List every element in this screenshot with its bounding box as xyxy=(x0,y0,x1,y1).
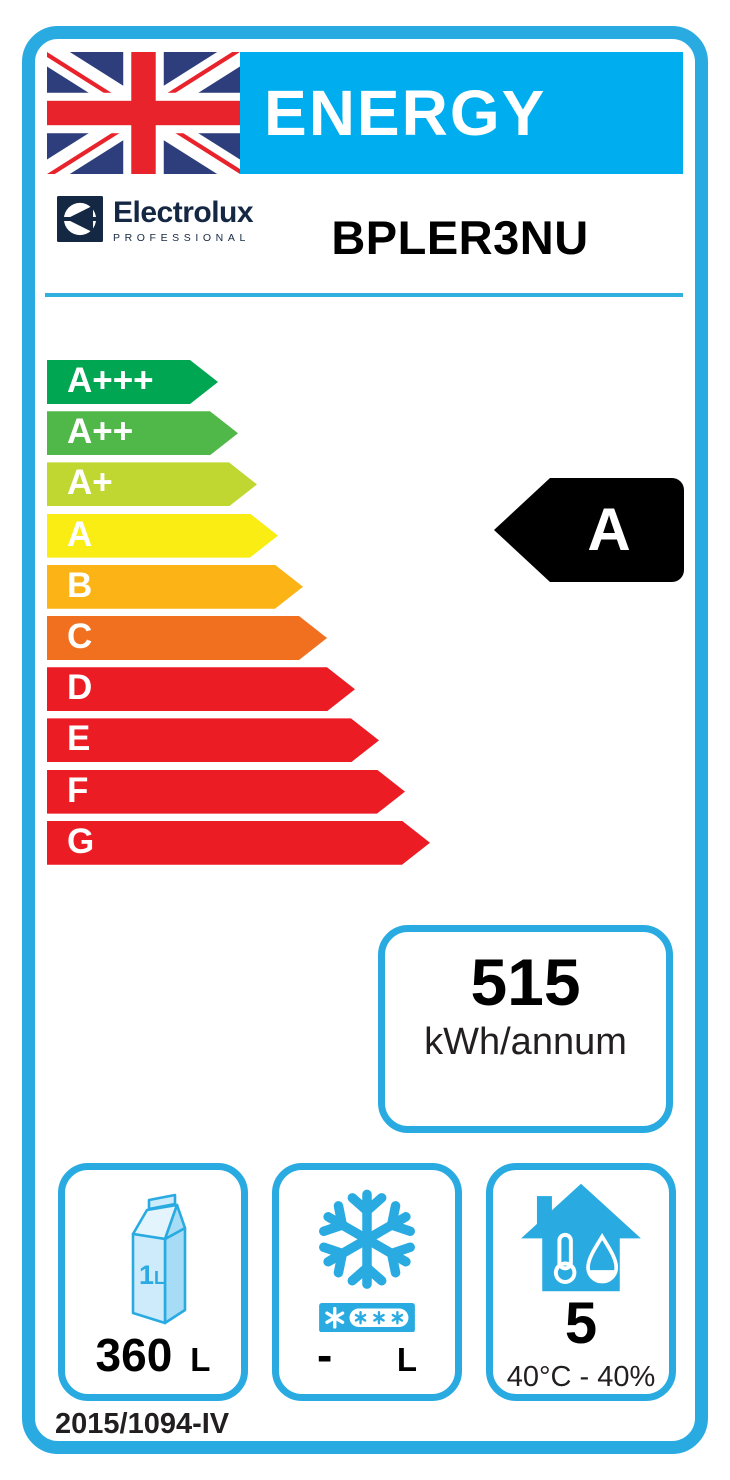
energy-consumption-unit: kWh/annum xyxy=(424,1021,627,1064)
rating-scale-arrow-ap: A+ xyxy=(47,462,257,506)
refrigeration-volume-box: 1 L 360 L xyxy=(58,1163,248,1401)
freezer-volume-value: - xyxy=(317,1329,333,1381)
rating-scale-arrow-label: A xyxy=(67,514,93,554)
rating-scale-arrow-d: D xyxy=(47,667,355,711)
rating-scale-arrow-app: A++ xyxy=(47,411,238,455)
freezer-volume-unit: L xyxy=(396,1341,417,1378)
refrigeration-volume-value: 360 xyxy=(95,1329,173,1381)
rating-scale-arrow-e: E xyxy=(47,718,379,762)
rating-scale-arrow-c: C xyxy=(47,616,327,660)
rating-scale-arrow-label: F xyxy=(67,770,89,810)
climate-class-box: 5 40°C - 40% xyxy=(486,1163,676,1401)
brand-text: Electrolux PROFESSIONAL xyxy=(113,196,254,245)
rating-scale-arrow-label: A+ xyxy=(67,463,113,503)
rating-scale-arrow-appp: A+++ xyxy=(47,360,218,404)
model-number: BPLER3NU xyxy=(331,211,589,264)
header: ENERGY xyxy=(47,52,683,174)
water-drop-icon xyxy=(586,1233,619,1284)
carton-volume-value: 1 xyxy=(139,1260,154,1290)
uk-flag-icon xyxy=(47,52,240,174)
rating-letter: A xyxy=(587,496,631,563)
rating-scale-arrow-a: A xyxy=(47,514,278,558)
refrigeration-volume-unit: L xyxy=(190,1341,211,1378)
rating-scale-arrow-label: C xyxy=(67,617,93,656)
house-climate-icon xyxy=(521,1183,641,1292)
rating-scale-arrow-f: F xyxy=(47,770,405,814)
brand-subtitle: PROFESSIONAL xyxy=(113,232,250,244)
rating-scale-arrow-g: G xyxy=(47,821,430,865)
rating-scale-arrow-label: A+++ xyxy=(67,361,154,400)
rating-scale-arrow-label: E xyxy=(67,719,91,759)
rating-scale-arrow-label: B xyxy=(67,565,93,605)
brand-block: Electrolux PROFESSIONAL xyxy=(57,196,254,245)
rating-scale-arrow-b: B xyxy=(47,565,303,609)
snowflake-icon xyxy=(307,1189,427,1295)
freezer-volume-row: - L xyxy=(279,1332,455,1378)
freezer-volume-box: - L xyxy=(272,1163,462,1401)
carton-volume-unit: L xyxy=(154,1268,165,1288)
milk-carton-icon: 1 L xyxy=(131,1193,187,1325)
climate-condition: 40°C - 40% xyxy=(506,1361,656,1393)
rating-scale-arrow-label: D xyxy=(67,668,93,708)
refrigeration-volume-row: 360 L xyxy=(96,1332,211,1378)
freezer-star-rating-icon xyxy=(319,1302,415,1332)
climate-class-value: 5 xyxy=(564,1291,598,1356)
regulation-reference: 2015/1094-IV xyxy=(55,1408,230,1440)
energy-consumption-value: 515 xyxy=(470,945,581,1019)
electrolux-logo-icon xyxy=(57,196,103,242)
energy-banner-title: ENERGY xyxy=(264,77,547,149)
energy-banner: ENERGY xyxy=(240,52,683,174)
energy-consumption-box: 515 kWh/annum xyxy=(378,925,673,1133)
brand-name: Electrolux xyxy=(113,196,254,229)
rating-scale-arrow-label: A++ xyxy=(67,412,134,452)
rating-scale-arrow-label: G xyxy=(67,821,95,861)
thermometer-icon xyxy=(553,1232,577,1284)
divider-line xyxy=(45,293,683,297)
